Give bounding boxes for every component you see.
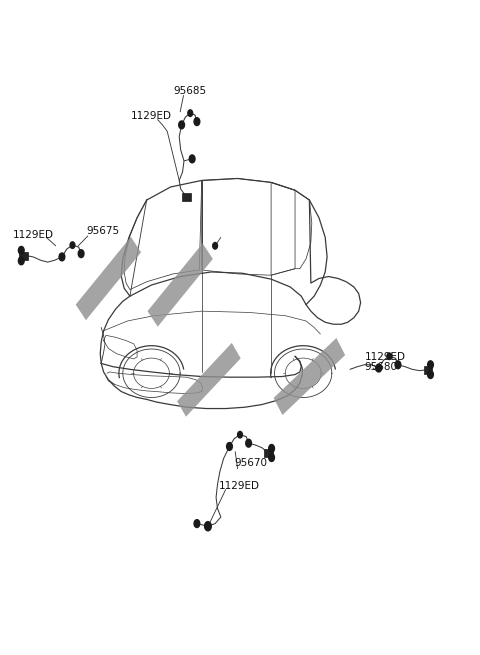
Text: 1129ED: 1129ED bbox=[12, 230, 54, 240]
Circle shape bbox=[194, 118, 200, 126]
Circle shape bbox=[428, 371, 433, 379]
Circle shape bbox=[189, 155, 195, 163]
Circle shape bbox=[18, 257, 24, 265]
Circle shape bbox=[246, 440, 252, 447]
Text: 95675: 95675 bbox=[86, 226, 119, 236]
Circle shape bbox=[395, 361, 401, 369]
Circle shape bbox=[269, 454, 275, 462]
FancyBboxPatch shape bbox=[264, 449, 273, 457]
Polygon shape bbox=[147, 244, 213, 327]
Circle shape bbox=[204, 521, 211, 531]
Circle shape bbox=[179, 121, 184, 129]
Circle shape bbox=[428, 361, 433, 369]
Circle shape bbox=[59, 253, 65, 261]
Circle shape bbox=[269, 445, 275, 453]
FancyBboxPatch shape bbox=[424, 366, 432, 374]
Polygon shape bbox=[76, 237, 141, 320]
Text: 95685: 95685 bbox=[173, 86, 206, 96]
Circle shape bbox=[227, 443, 232, 451]
Circle shape bbox=[194, 519, 200, 527]
Circle shape bbox=[18, 246, 24, 254]
Circle shape bbox=[387, 353, 392, 360]
Polygon shape bbox=[274, 338, 345, 415]
Circle shape bbox=[78, 250, 84, 257]
Circle shape bbox=[188, 110, 192, 117]
Text: 1129ED: 1129ED bbox=[131, 111, 172, 121]
FancyBboxPatch shape bbox=[19, 252, 28, 259]
Polygon shape bbox=[177, 343, 240, 417]
Circle shape bbox=[376, 364, 382, 372]
Text: 95670: 95670 bbox=[234, 458, 267, 468]
Text: 95680: 95680 bbox=[364, 362, 397, 372]
FancyBboxPatch shape bbox=[181, 193, 191, 200]
Text: 1129ED: 1129ED bbox=[218, 481, 260, 491]
Circle shape bbox=[70, 242, 75, 248]
Circle shape bbox=[238, 432, 242, 438]
Circle shape bbox=[213, 242, 217, 249]
Text: 1129ED: 1129ED bbox=[364, 352, 406, 362]
